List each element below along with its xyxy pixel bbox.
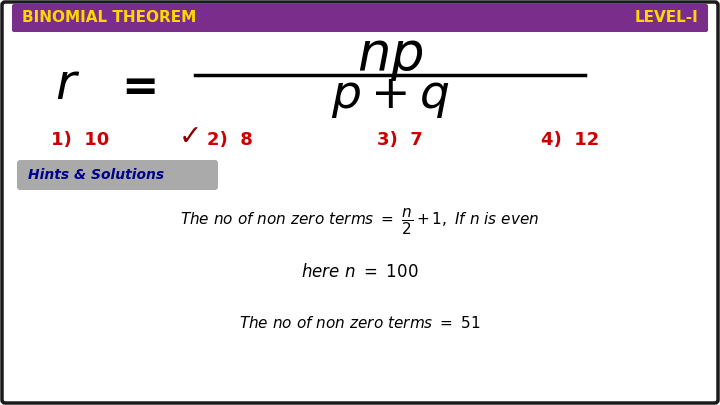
Text: $\mathbf{=}$: $\mathbf{=}$ — [113, 64, 157, 107]
Text: Hints & Solutions: Hints & Solutions — [28, 168, 164, 182]
Text: $\mathbf{\mathit{np}}$: $\mathbf{\mathit{np}}$ — [356, 31, 423, 83]
Text: LEVEL-I: LEVEL-I — [634, 11, 698, 26]
FancyBboxPatch shape — [17, 160, 218, 190]
Text: 1)  10: 1) 10 — [51, 131, 109, 149]
Text: $\mathbf{\mathit{p + q}}$: $\mathbf{\mathit{p + q}}$ — [330, 75, 449, 119]
Text: $\mathbf{\mathit{r}}$: $\mathbf{\mathit{r}}$ — [55, 61, 81, 109]
Text: 4)  12: 4) 12 — [541, 131, 599, 149]
Text: BINOMIAL THEOREM: BINOMIAL THEOREM — [22, 11, 197, 26]
Text: 3)  7: 3) 7 — [377, 131, 423, 149]
Text: 2)  8: 2) 8 — [207, 131, 253, 149]
Text: $\mathit{The\ no\ of\ non\ zero\ terms}\ =\ 51$: $\mathit{The\ no\ of\ non\ zero\ terms}\… — [239, 315, 481, 331]
Text: $\mathit{here}\ n\ =\ 100$: $\mathit{here}\ n\ =\ 100$ — [301, 263, 419, 281]
FancyBboxPatch shape — [12, 4, 708, 32]
Text: $\mathit{The\ no\ of\ non\ zero\ terms}\ =\ \dfrac{n}{2}+1$$,\ \mathit{If\ n\ is: $\mathit{The\ no\ of\ non\ zero\ terms}\… — [180, 207, 540, 237]
Text: ✓: ✓ — [179, 123, 202, 151]
